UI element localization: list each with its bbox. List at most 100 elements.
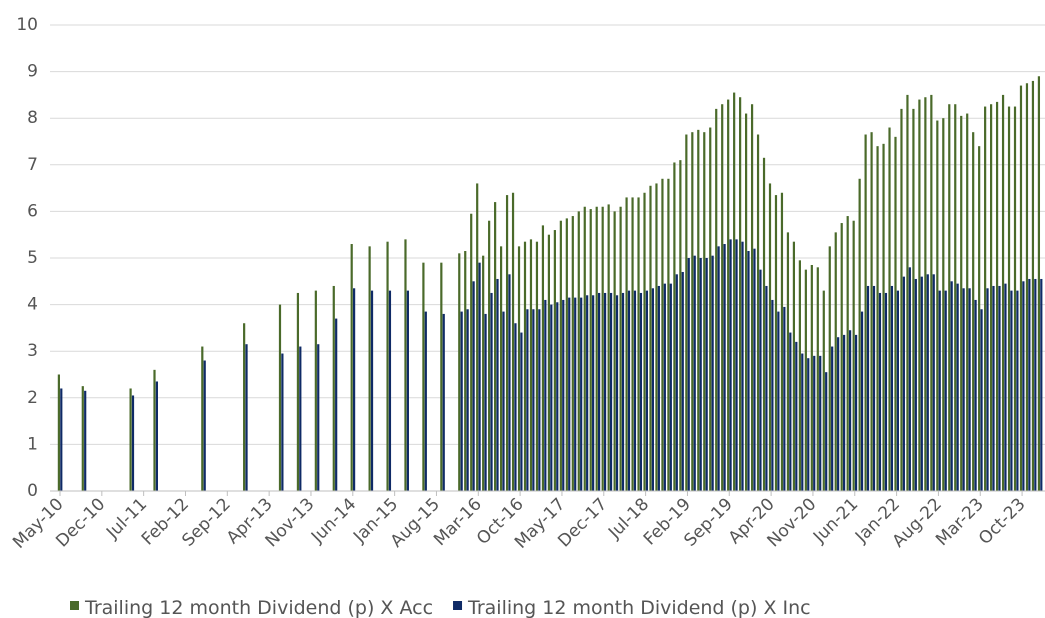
x-tick-label: Oct-23 <box>975 494 1030 549</box>
bar <box>962 288 965 491</box>
bar <box>854 334 858 491</box>
bar <box>386 241 389 491</box>
bar <box>464 251 467 491</box>
bar <box>57 374 60 491</box>
legend-label: Trailing 12 month Dividend (p) X Acc <box>84 597 433 618</box>
x-tick-label: Jun-21 <box>809 494 862 547</box>
bar <box>717 246 720 491</box>
bar <box>837 337 840 491</box>
y-tick-label: 8 <box>27 108 38 128</box>
bar <box>703 132 706 491</box>
bar <box>637 197 640 492</box>
bar <box>783 306 786 491</box>
bar <box>727 99 730 491</box>
bar <box>627 290 631 491</box>
bar <box>1019 85 1023 491</box>
bar <box>750 104 754 491</box>
bar <box>131 395 135 491</box>
x-tick-label: Mar-16 <box>430 494 486 550</box>
bar <box>299 346 302 491</box>
bar <box>517 246 521 491</box>
bar <box>643 192 646 491</box>
bar <box>687 258 690 491</box>
bar <box>494 202 497 491</box>
bar <box>795 341 798 491</box>
bar <box>583 206 586 492</box>
bar <box>780 192 784 491</box>
bar <box>651 288 654 491</box>
bar <box>535 241 539 491</box>
bar <box>496 278 499 491</box>
bar <box>777 311 780 491</box>
bar <box>484 313 487 491</box>
bar <box>243 323 246 491</box>
x-tick-label: Mar-23 <box>932 494 988 550</box>
bar <box>762 157 766 491</box>
bar <box>631 197 634 492</box>
bar <box>679 160 682 491</box>
bar <box>948 104 951 491</box>
bar <box>860 311 864 491</box>
bar <box>792 241 796 491</box>
bar <box>954 104 957 491</box>
bar <box>595 206 598 492</box>
y-tick-label: 10 <box>16 15 38 35</box>
bar <box>470 213 473 492</box>
bar <box>884 292 888 491</box>
bar <box>906 94 909 492</box>
bar <box>864 134 867 491</box>
bar <box>523 241 527 491</box>
bar <box>562 299 565 491</box>
bar <box>771 299 774 491</box>
bar <box>691 132 694 491</box>
bar <box>721 104 724 491</box>
bar <box>801 353 804 491</box>
bar <box>621 292 625 491</box>
bar <box>1037 76 1041 491</box>
bar <box>986 288 989 491</box>
bar <box>876 146 879 491</box>
bar <box>1013 106 1017 492</box>
bar <box>663 283 666 491</box>
bar <box>81 386 84 491</box>
bar <box>657 285 660 491</box>
bar <box>598 292 601 491</box>
bar <box>834 232 837 491</box>
bar <box>741 241 744 491</box>
bar <box>930 94 933 492</box>
bar <box>825 372 828 491</box>
bar <box>918 99 921 491</box>
bar <box>759 269 762 491</box>
bar <box>697 129 700 491</box>
bar <box>514 323 517 491</box>
bar <box>84 390 87 491</box>
bar <box>1004 283 1007 491</box>
bar <box>765 285 768 491</box>
bar <box>424 311 427 491</box>
bar <box>335 318 338 491</box>
bar <box>789 332 792 491</box>
bar <box>729 239 732 491</box>
bar <box>565 218 568 491</box>
bar <box>968 288 971 491</box>
bar <box>966 113 969 491</box>
bar <box>950 281 953 491</box>
bar <box>317 344 320 491</box>
bar <box>673 162 676 491</box>
bar <box>715 108 718 491</box>
bar <box>278 304 282 491</box>
bar <box>406 290 409 491</box>
bar <box>984 106 987 492</box>
bar <box>1028 278 1031 491</box>
bar <box>613 211 616 491</box>
bar <box>848 330 852 491</box>
bar <box>846 216 849 491</box>
bar <box>245 344 248 491</box>
bar <box>932 274 935 491</box>
y-tick-label: 5 <box>27 248 38 268</box>
bar <box>840 223 843 492</box>
bar <box>896 290 899 491</box>
bar <box>607 204 610 491</box>
bar <box>511 192 515 491</box>
